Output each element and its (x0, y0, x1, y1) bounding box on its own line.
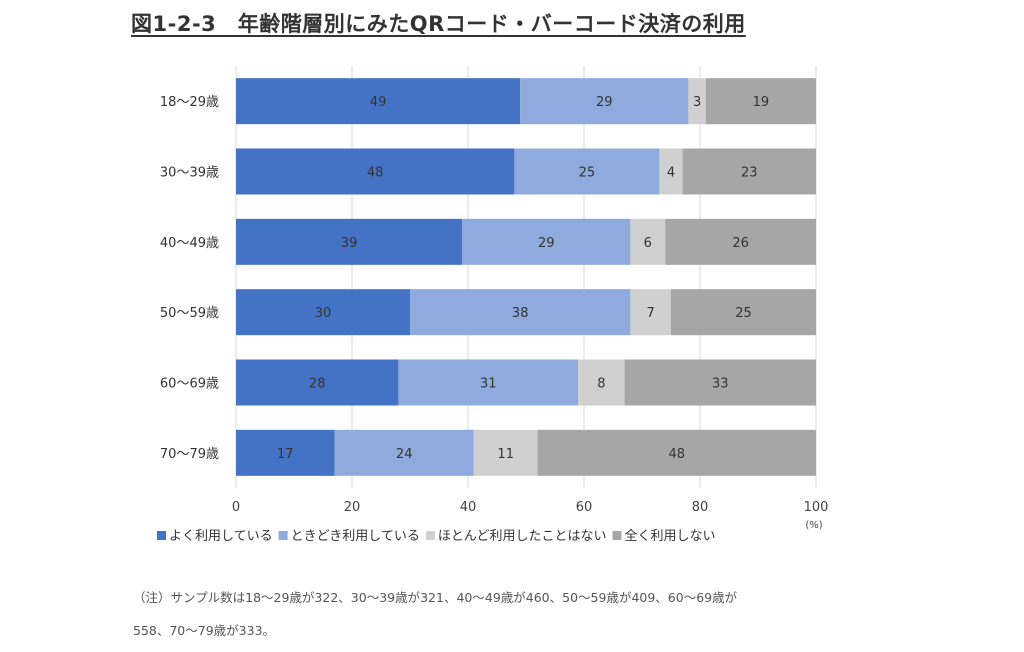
bar-segment (514, 148, 660, 195)
x-tick-label: 100 (804, 500, 829, 515)
bar-segment (665, 218, 816, 265)
y-category-label: 70〜79歳 (160, 447, 219, 462)
bar-segment (398, 359, 579, 406)
data-label: 28 (309, 377, 326, 392)
bar-segment (236, 148, 515, 195)
bar-segment (537, 429, 816, 476)
y-category-label: 30〜39歳 (160, 166, 219, 181)
data-label: 49 (370, 95, 387, 110)
bar-segment (630, 289, 671, 336)
data-label: 38 (512, 306, 529, 321)
legend-label: 全く利用しない (624, 528, 715, 544)
legend-label: ときどき利用している (291, 529, 420, 544)
note-line-1: （注）サンプル数は18〜29歳が322、30〜39歳が321、40〜49歳が46… (133, 590, 738, 605)
bar-segment (688, 78, 706, 125)
data-label: 25 (579, 166, 596, 181)
y-category-label: 40〜49歳 (160, 236, 219, 251)
bar-segment (462, 218, 631, 265)
data-label: 29 (596, 95, 613, 110)
data-label: 8 (597, 377, 605, 392)
x-tick-label: 40 (460, 500, 477, 515)
data-label: 11 (497, 447, 514, 462)
bar-segment (682, 148, 816, 195)
data-label: 6 (644, 236, 652, 251)
bar-segment (705, 78, 816, 125)
data-label: 26 (732, 236, 749, 251)
data-label: 23 (741, 166, 758, 181)
data-label: 19 (753, 95, 770, 110)
data-label: 3 (693, 95, 701, 110)
data-label: 4 (667, 166, 675, 181)
data-label: 31 (480, 377, 497, 392)
data-label: 48 (367, 166, 384, 181)
bar-segment (624, 359, 816, 406)
bar-segment (236, 429, 335, 476)
x-unit-label: (%) (805, 520, 822, 531)
legend-label: ほとんど利用したことはない (438, 529, 607, 544)
bar-segment (236, 78, 521, 125)
data-label: 25 (735, 306, 752, 321)
chart-title: 図1-2-3 年齢階層別にみたQRコード・バーコード決済の利用 (131, 12, 746, 36)
data-label: 17 (277, 447, 294, 462)
bar-segment (671, 289, 816, 336)
bar-segment (630, 218, 666, 265)
bar-segment (236, 359, 399, 406)
bar-segment (659, 148, 683, 195)
bar-segment (520, 78, 689, 125)
bar-segment (334, 429, 474, 476)
x-tick-label: 20 (344, 500, 361, 515)
legend-swatch (278, 531, 288, 540)
note-line-2: 558、70〜79歳が333。 (133, 623, 276, 638)
bar-segment (236, 218, 463, 265)
y-category-label: 50〜59歳 (160, 306, 219, 321)
legend-swatch (157, 531, 166, 540)
x-tick-label: 80 (692, 500, 709, 515)
legend-swatch (612, 531, 622, 540)
bar-segment (473, 429, 538, 476)
x-tick-label: 60 (576, 500, 593, 515)
data-label: 24 (396, 447, 413, 462)
bar-segment (578, 359, 625, 406)
data-label: 33 (712, 377, 729, 392)
y-category-label: 60〜69歳 (160, 377, 219, 392)
legend-label: よく利用している (169, 529, 273, 544)
data-label: 39 (341, 236, 358, 251)
data-label: 7 (647, 306, 655, 321)
x-tick-label: 0 (232, 500, 240, 515)
data-label: 48 (669, 447, 686, 462)
y-category-label: 18〜29歳 (160, 95, 219, 110)
bar-segment (236, 289, 410, 336)
bar-segment (410, 289, 631, 336)
legend-swatch (425, 531, 435, 540)
data-label: 30 (315, 306, 332, 321)
data-label: 29 (538, 236, 555, 251)
